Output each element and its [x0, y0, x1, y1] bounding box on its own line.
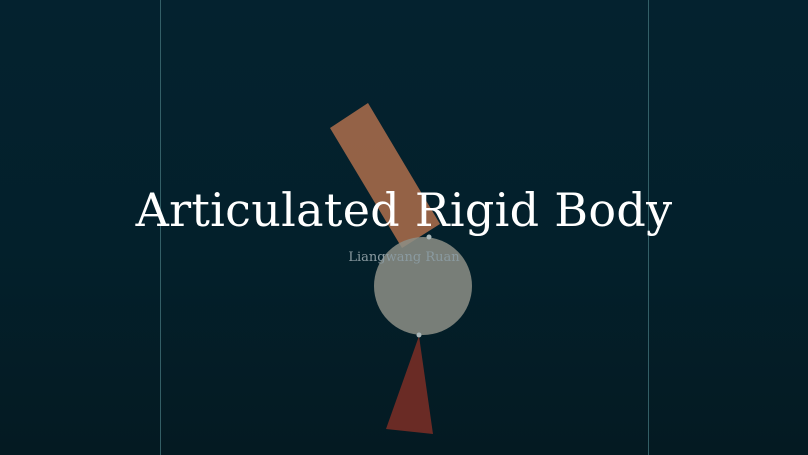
upper-joint — [426, 234, 432, 240]
middle-rigid-body — [374, 237, 472, 335]
slide-author: Liangwang Ruan — [348, 250, 460, 265]
upper-rigid-body — [330, 103, 440, 248]
slide-title: Articulated Rigid Body — [135, 183, 673, 237]
lower-joint — [416, 332, 422, 338]
lower-rigid-body — [386, 336, 433, 434]
